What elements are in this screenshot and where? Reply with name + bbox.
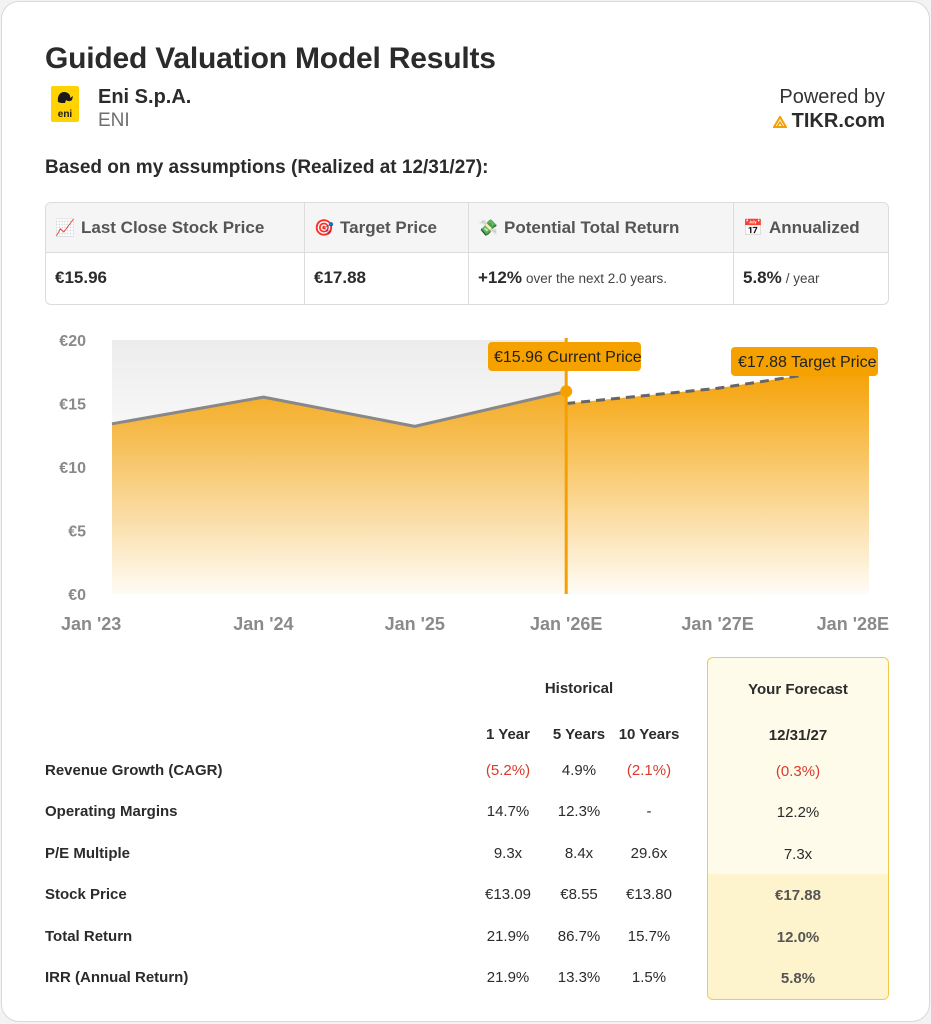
eni-logo-icon: eni (51, 86, 79, 122)
row-label: IRR (Annual Return) (45, 969, 189, 986)
row-label: Operating Margins (45, 803, 178, 820)
assumptions-label: Based on my assumptions (Realized at 12/… (45, 157, 489, 178)
summary-value: +12% over the next 2.0 years. (469, 253, 733, 303)
forecast-date: 12/31/27 (768, 727, 828, 744)
forecast-cell: (0.3%) (775, 763, 821, 780)
calendar-icon: 📅 (743, 218, 763, 237)
forecast-area (566, 366, 869, 594)
x-tick-label: Jan '23 (61, 614, 121, 634)
forecast-cell: 12.2% (776, 804, 820, 821)
tikr-brand[interactable]: TIKR.com (772, 110, 885, 133)
page-title: Guided Valuation Model Results (45, 42, 496, 75)
summary-value: €17.88 (305, 253, 468, 303)
row-label: Total Return (45, 928, 133, 945)
target-price-label-bg (731, 347, 878, 376)
y-tick-label: €20 (59, 333, 86, 350)
row-label: Stock Price (45, 886, 127, 903)
row-label: Revenue Growth (CAGR) (45, 762, 223, 779)
summary-header-label: Annualized (769, 217, 860, 237)
forecast-cell: 7.3x (783, 846, 813, 863)
summary-value: €15.96 (46, 253, 304, 303)
y-tick-label: €15 (59, 397, 86, 414)
table-cell: (5.2%) (485, 762, 531, 779)
annualized-value: 5.8% (743, 268, 782, 287)
forecast-cell: 12.0% (776, 929, 820, 946)
y-tick-label: €5 (68, 524, 86, 541)
summary-header: 📅 Annualized (734, 203, 888, 253)
summary-col-target: 🎯 Target Price €17.88 (305, 203, 469, 304)
forecast-highlight (708, 874, 888, 999)
tikr-logo-icon (772, 115, 787, 128)
sub-header-5-years: 5 Years (552, 726, 606, 743)
table-cell: 86.7% (557, 928, 601, 945)
total-return-value: +12% (478, 268, 522, 287)
table-cell: 1.5% (631, 969, 667, 986)
price-chart: €0 €5 €10 €15 €20 €15.96 Current Price €17.88 … (2, 322, 931, 652)
table-cell: 14.7% (486, 803, 530, 820)
y-tick-label: €0 (68, 587, 86, 604)
table-cell: 9.3x (493, 845, 523, 862)
total-return-suffix: over the next 2.0 years. (525, 270, 668, 286)
money-flying-icon: 💸 (478, 218, 498, 237)
row-label: P/E Multiple (45, 845, 131, 862)
sub-header-1-year: 1 Year (486, 726, 530, 743)
summary-header: 📈 Last Close Stock Price (46, 203, 304, 253)
tikr-brand-label: TIKR.com (791, 110, 885, 132)
table-cell: 29.6x (630, 845, 668, 862)
x-tick-label: Jan '27E (681, 614, 753, 634)
table-cell: 21.9% (486, 969, 530, 986)
forecast-line (566, 374, 802, 405)
last-close-value: €15.96 (55, 268, 107, 287)
summary-value: 5.8% / year (734, 253, 888, 303)
summary-header-label: Last Close Stock Price (81, 217, 265, 237)
summary-header-label: Potential Total Return (504, 217, 680, 237)
current-price-label-bg (488, 342, 641, 371)
sub-header-10-years: 10 Years (618, 726, 680, 743)
svg-text:eni: eni (58, 109, 73, 120)
current-price-marker (560, 385, 573, 398)
table-cell: €13.80 (626, 886, 672, 903)
metrics-table: Historical Your Forecast 1 Year 5 Years … (2, 652, 931, 1012)
forecast-column (707, 657, 889, 1000)
historical-line (111, 389, 567, 428)
forecast-cell: €17.88 (775, 887, 821, 904)
historical-area (112, 391, 567, 594)
table-cell: 21.9% (486, 928, 530, 945)
x-tick-label: Jan '25 (385, 614, 445, 634)
company-name: Eni S.p.A. (98, 86, 192, 108)
powered-by-label: Powered by (779, 86, 885, 108)
table-cell: 15.7% (627, 928, 671, 945)
summary-col-annualized: 📅 Annualized 5.8% / year (734, 203, 888, 304)
summary-header: 🎯 Target Price (305, 203, 468, 253)
table-cell: 13.3% (557, 969, 601, 986)
forecast-header: Your Forecast (748, 681, 848, 698)
y-tick-label: €10 (59, 460, 86, 477)
table-cell: (2.1%) (626, 762, 672, 779)
summary-col-total-return: 💸 Potential Total Return +12% over the n… (469, 203, 734, 304)
forecast-cell: 5.8% (780, 970, 816, 987)
annualized-suffix: / year (785, 270, 820, 286)
summary-header: 💸 Potential Total Return (469, 203, 733, 253)
target-icon: 🎯 (314, 218, 334, 237)
summary-col-last-close: 📈 Last Close Stock Price €15.96 (46, 203, 305, 304)
price-chart-svg: €0 €5 €10 €15 €20 €15.96 Current Price €17.88 … (59, 333, 889, 634)
table-cell: - (646, 803, 652, 820)
table-cell: €8.55 (560, 886, 598, 903)
target-price-label: €17.88 Target Price (738, 354, 877, 371)
company-ticker: ENI (98, 110, 130, 131)
chart-increasing-icon: 📈 (55, 218, 75, 237)
table-cell: 8.4x (564, 845, 594, 862)
current-price-label: €15.96 Current Price (494, 349, 642, 366)
summary-header-label: Target Price (340, 217, 438, 237)
x-tick-label: Jan '24 (233, 614, 293, 634)
table-cell: 4.9% (561, 762, 597, 779)
table-cell: 12.3% (557, 803, 601, 820)
summary-table: 📈 Last Close Stock Price €15.96 🎯 Target… (45, 202, 889, 305)
historical-header: Historical (544, 680, 614, 697)
table-cell: €13.09 (485, 886, 531, 903)
target-price-value: €17.88 (314, 268, 366, 287)
x-tick-label: Jan '26E (530, 614, 602, 634)
x-tick-label: Jan '28E (817, 614, 889, 634)
